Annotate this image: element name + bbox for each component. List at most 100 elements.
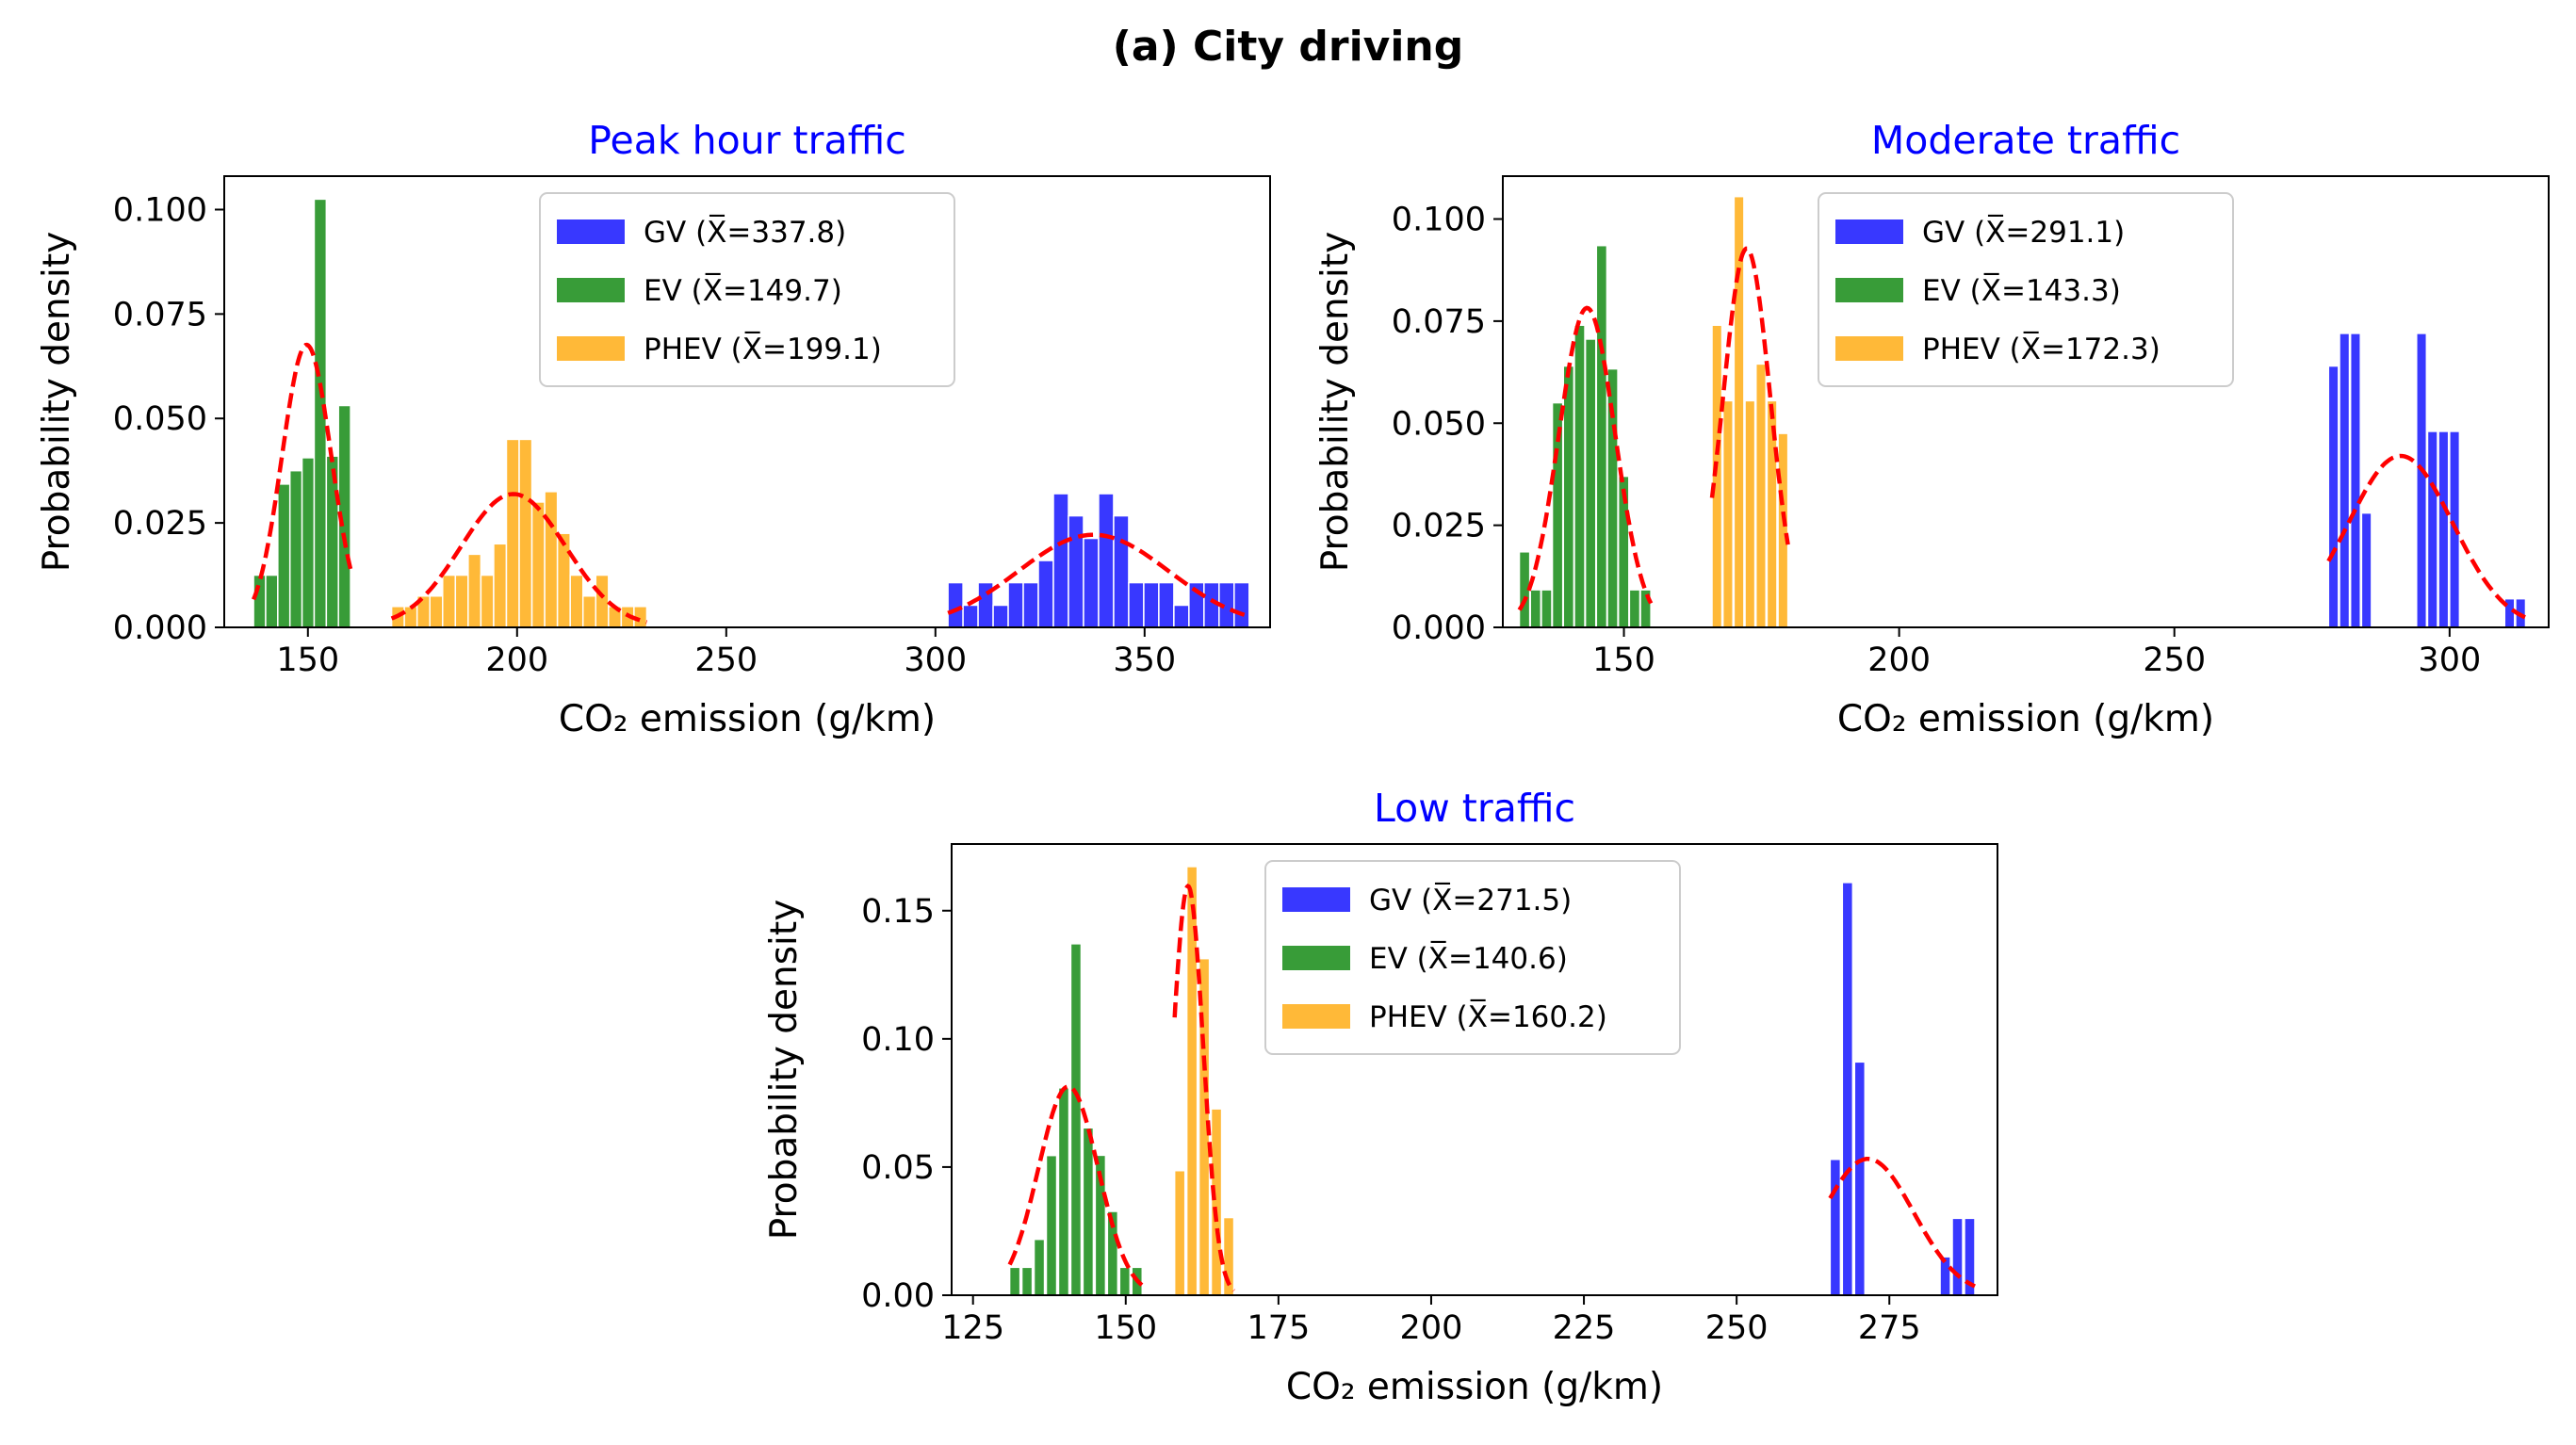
y-axis-label: Probability density	[36, 232, 78, 573]
y-tick-label: 0.050	[113, 400, 207, 438]
bar-ev	[1118, 1266, 1132, 1296]
axes-frame	[1502, 175, 2550, 628]
bar-gv	[1098, 493, 1115, 628]
bar-ev	[1584, 338, 1597, 628]
bar-gv	[1158, 581, 1175, 628]
bar-gv	[2327, 365, 2340, 628]
bar-gv	[1951, 1217, 1964, 1296]
bar-phev	[429, 594, 444, 628]
fit-curve-ev	[1007, 1084, 1144, 1288]
bar-gv	[1233, 581, 1250, 628]
bar-phev	[518, 438, 533, 628]
subplot-2: Moderate traffic 150 200 250 300 0.000 0.025 0.…	[1314, 118, 2550, 740]
legend-swatch-gv	[557, 219, 625, 244]
fit-curves-group	[252, 342, 1250, 625]
x-tick-label: 250	[2143, 641, 2206, 679]
legend-label-phev: PHEV (X̅=172.3)	[1922, 331, 2160, 366]
bar-gv	[2349, 333, 2361, 628]
fit-curve-phev	[390, 492, 647, 625]
y-tick-label: 0.025	[113, 505, 207, 543]
bar-ev	[1573, 324, 1586, 628]
y-tick-label: 0.025	[1392, 508, 1486, 545]
figure-title: (a) City driving	[1113, 23, 1464, 71]
fit-curves-group	[1007, 884, 1976, 1292]
legend-swatch-ev	[1282, 946, 1350, 970]
legend-label-ev: EV (X̅=149.7)	[644, 272, 842, 308]
panels: Peak hour traffic 150 200 250 300 350 0.000 0.0…	[36, 118, 2550, 1408]
bar-gv	[962, 604, 979, 628]
bar-phev	[1721, 399, 1734, 628]
bar-phev	[403, 606, 418, 628]
legend-swatch-phev	[1282, 1004, 1350, 1029]
bar-ev	[1069, 943, 1083, 1296]
fit-curve-ev	[1517, 305, 1654, 611]
legend-label-phev: PHEV (X̅=199.1)	[644, 331, 882, 366]
bar-gv	[2426, 430, 2438, 628]
y-tick-label: 0.075	[113, 296, 207, 333]
subplot-title: Low traffic	[1374, 786, 1575, 831]
bar-gv	[1841, 882, 1854, 1296]
bar-ev	[1541, 589, 1553, 628]
y-axis-label: Probability density	[763, 900, 806, 1241]
x-tick-label: 175	[1247, 1309, 1310, 1347]
subplot-title: Peak hour traffic	[588, 118, 906, 163]
bar-ev	[1628, 589, 1641, 628]
legend-label-ev: EV (X̅=143.3)	[1922, 272, 2121, 308]
legend: GV (X̅=271.5) EV (X̅=140.6) PHEV (X̅=160.2…	[1264, 860, 1681, 1055]
y-tick-label: 0.15	[861, 893, 935, 931]
legend-frame	[539, 192, 955, 387]
bar-phev	[454, 574, 469, 628]
x-tick-label: 250	[1705, 1309, 1769, 1347]
bar-phev	[1777, 432, 1789, 628]
legend-swatch-ev	[1835, 278, 1903, 302]
fit-curve-phev	[1709, 246, 1790, 545]
y-tick-label: 0.10	[861, 1021, 935, 1059]
bars-group	[1008, 866, 1976, 1296]
bar-gv	[2360, 511, 2372, 628]
bar-gv	[1037, 560, 1054, 628]
fit-curve-phev	[1172, 884, 1236, 1292]
bar-ev	[1057, 1087, 1070, 1296]
y-tick-label: 0.100	[1392, 202, 1486, 239]
subplot-3: Low traffic 125 150 175 200 225 250 275 0.00 0.05…	[763, 786, 1998, 1408]
bar-phev	[1754, 363, 1768, 628]
bar-phev	[1173, 1169, 1186, 1296]
subplot-1: Peak hour traffic 150 200 250 300 350 0.000 0.0…	[36, 118, 1271, 740]
bar-gv	[992, 604, 1009, 628]
legend: GV (X̅=291.1) EV (X̅=143.3) PHEV (X̅=172.3…	[1818, 192, 2234, 387]
bar-phev	[1744, 399, 1756, 628]
y-axis-label: Probability density	[1314, 232, 1357, 573]
legend-swatch-ev	[557, 278, 625, 302]
legend-swatch-gv	[1835, 219, 1903, 244]
x-tick-label: 150	[276, 641, 339, 679]
x-tick-label: 350	[1113, 641, 1176, 679]
x-tick-label: 250	[694, 641, 758, 679]
bar-gv	[1939, 1256, 1951, 1296]
y-tick-label: 0.075	[1392, 303, 1486, 341]
x-tick-label: 300	[2418, 641, 2481, 679]
bar-gv	[1113, 514, 1130, 628]
bar-phev	[581, 594, 597, 628]
bar-gv	[1068, 514, 1084, 628]
bar-phev	[544, 491, 559, 628]
bar-phev	[467, 553, 482, 628]
bar-ev	[1082, 1127, 1095, 1296]
bar-ev	[1033, 1238, 1046, 1296]
bar-ev	[301, 457, 316, 628]
bar-gv	[2437, 430, 2450, 628]
bar-gv	[1829, 1159, 1842, 1296]
bar-ev	[1020, 1266, 1034, 1296]
bar-gv	[1052, 493, 1069, 628]
legend-swatch-phev	[557, 336, 625, 361]
bar-gv	[1173, 604, 1190, 628]
bar-ev	[1595, 244, 1608, 628]
bar-gv	[1022, 581, 1039, 628]
bar-phev	[1210, 1108, 1223, 1296]
bar-gv	[2339, 333, 2351, 628]
x-tick-label: 200	[1400, 1309, 1463, 1347]
x-axis-label: CO₂ emission (g/km)	[559, 698, 936, 740]
bar-gv	[1007, 581, 1024, 628]
bar-ev	[1008, 1266, 1021, 1296]
x-tick-label: 125	[941, 1309, 1004, 1347]
x-tick-label: 200	[485, 641, 548, 679]
